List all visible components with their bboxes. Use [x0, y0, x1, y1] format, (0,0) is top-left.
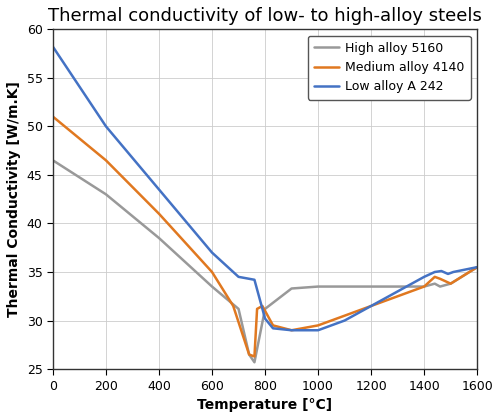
- Low alloy A 242: [156, 187, 162, 192]
- Medium alloy 4140: [209, 269, 215, 274]
- Low alloy A 242: [262, 316, 268, 321]
- Medium alloy 4140: [342, 313, 347, 318]
- High alloy 5160: [368, 284, 374, 289]
- High alloy 5160: [421, 284, 427, 289]
- High alloy 5160: [50, 158, 56, 163]
- Medium alloy 4140: [156, 211, 162, 216]
- Low alloy A 242: [394, 289, 400, 294]
- Low alloy A 242: [236, 274, 242, 279]
- High alloy 5160: [236, 306, 242, 311]
- High alloy 5160: [437, 284, 443, 289]
- Medium alloy 4140: [252, 354, 258, 359]
- Low alloy A 242: [368, 303, 374, 308]
- High alloy 5160: [342, 284, 347, 289]
- X-axis label: Temperature [°C]: Temperature [°C]: [198, 398, 332, 412]
- Medium alloy 4140: [432, 274, 438, 279]
- Y-axis label: Thermal Conductivity [W/m.K]: Thermal Conductivity [W/m.K]: [7, 81, 21, 317]
- High alloy 5160: [252, 360, 258, 365]
- Medium alloy 4140: [103, 158, 109, 163]
- Low alloy A 242: [438, 269, 444, 274]
- High alloy 5160: [288, 286, 294, 291]
- Medium alloy 4140: [474, 265, 480, 270]
- Medium alloy 4140: [246, 352, 252, 357]
- Low alloy A 242: [445, 272, 451, 277]
- High alloy 5160: [474, 265, 480, 270]
- High alloy 5160: [394, 284, 400, 289]
- Line: High alloy 5160: High alloy 5160: [53, 160, 477, 362]
- Medium alloy 4140: [437, 276, 443, 281]
- Medium alloy 4140: [50, 114, 56, 119]
- Low alloy A 242: [270, 326, 276, 331]
- Low alloy A 242: [288, 328, 294, 333]
- Legend: High alloy 5160, Medium alloy 4140, Low alloy A 242: High alloy 5160, Medium alloy 4140, Low …: [308, 36, 471, 100]
- High alloy 5160: [262, 306, 268, 311]
- Medium alloy 4140: [260, 303, 266, 308]
- Low alloy A 242: [342, 318, 347, 323]
- Medium alloy 4140: [421, 284, 427, 289]
- Low alloy A 242: [209, 250, 215, 255]
- Medium alloy 4140: [230, 303, 236, 308]
- Line: Medium alloy 4140: Medium alloy 4140: [53, 116, 477, 357]
- Medium alloy 4140: [254, 306, 260, 311]
- Low alloy A 242: [432, 269, 438, 274]
- Medium alloy 4140: [368, 303, 374, 308]
- Low alloy A 242: [50, 44, 56, 49]
- High alloy 5160: [246, 352, 252, 357]
- Medium alloy 4140: [270, 323, 276, 328]
- High alloy 5160: [156, 235, 162, 241]
- Low alloy A 242: [450, 269, 456, 274]
- Medium alloy 4140: [315, 323, 321, 328]
- High alloy 5160: [432, 281, 438, 286]
- Line: Low alloy A 242: Low alloy A 242: [53, 47, 477, 330]
- Low alloy A 242: [421, 274, 427, 279]
- High alloy 5160: [103, 192, 109, 197]
- Medium alloy 4140: [394, 294, 400, 299]
- Low alloy A 242: [103, 124, 109, 129]
- High alloy 5160: [209, 284, 215, 289]
- High alloy 5160: [448, 281, 454, 286]
- Low alloy A 242: [252, 277, 258, 282]
- Low alloy A 242: [474, 265, 480, 270]
- High alloy 5160: [315, 284, 321, 289]
- Medium alloy 4140: [448, 281, 454, 286]
- Medium alloy 4140: [288, 328, 294, 333]
- Low alloy A 242: [315, 328, 321, 333]
- Title: Thermal conductivity of low- to high-alloy steels: Thermal conductivity of low- to high-all…: [48, 7, 482, 25]
